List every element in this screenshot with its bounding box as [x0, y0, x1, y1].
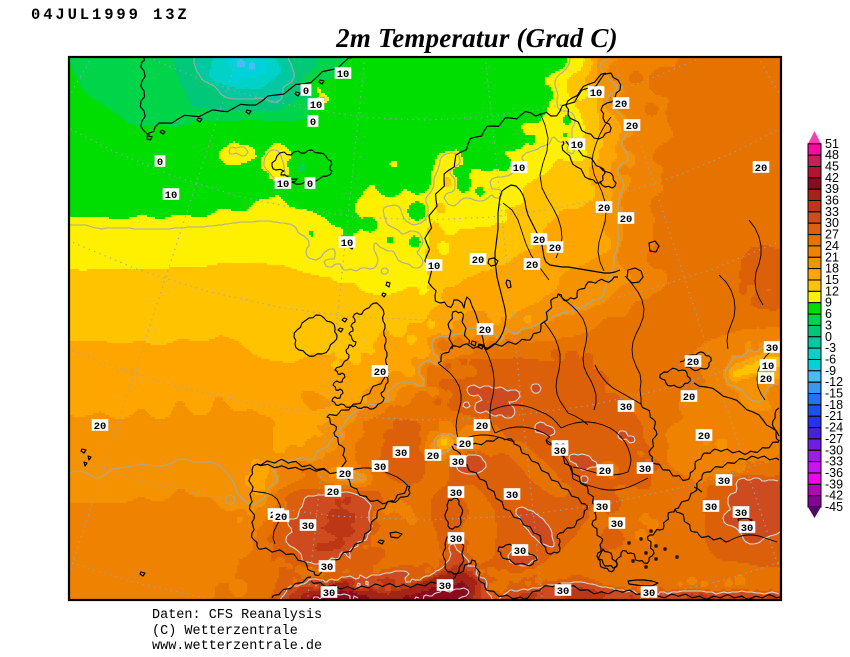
svg-text:0: 0: [303, 86, 309, 98]
svg-text:10: 10: [513, 163, 526, 175]
svg-text:30: 30: [506, 490, 519, 502]
svg-text:30: 30: [639, 464, 652, 476]
svg-text:0: 0: [157, 157, 163, 169]
svg-text:30: 30: [718, 476, 731, 488]
svg-text:36: 36: [825, 194, 839, 208]
svg-text:10: 10: [165, 190, 178, 202]
svg-text:24: 24: [825, 239, 839, 253]
svg-text:20: 20: [683, 392, 696, 404]
svg-text:3: 3: [825, 318, 832, 332]
svg-text:20: 20: [599, 466, 612, 478]
svg-text:30: 30: [741, 523, 754, 535]
svg-text:30: 30: [395, 448, 408, 460]
svg-text:30: 30: [554, 446, 567, 458]
svg-text:30: 30: [735, 508, 748, 520]
svg-text:-24: -24: [825, 421, 843, 435]
svg-text:48: 48: [825, 148, 839, 162]
svg-text:45: 45: [825, 160, 839, 174]
svg-text:20: 20: [755, 163, 768, 175]
svg-text:30: 30: [596, 502, 609, 514]
svg-text:33: 33: [825, 205, 839, 219]
svg-text:-9: -9: [825, 364, 836, 378]
svg-text:30: 30: [620, 402, 633, 414]
svg-text:18: 18: [825, 262, 839, 276]
svg-text:30: 30: [323, 588, 336, 600]
svg-text:30: 30: [321, 562, 334, 574]
svg-text:10: 10: [590, 88, 603, 100]
svg-text:10: 10: [341, 238, 354, 250]
svg-text:30: 30: [439, 581, 452, 593]
svg-text:51: 51: [825, 137, 839, 151]
svg-text:-45: -45: [825, 500, 843, 514]
svg-text:-36: -36: [825, 466, 843, 480]
svg-text:-12: -12: [825, 375, 843, 389]
svg-text:20: 20: [615, 99, 628, 111]
svg-text:-27: -27: [825, 432, 843, 446]
svg-text:10: 10: [571, 140, 584, 152]
svg-text:10: 10: [310, 100, 323, 112]
svg-text:20: 20: [339, 469, 352, 481]
svg-text:30: 30: [557, 586, 570, 598]
svg-text:21: 21: [825, 250, 839, 264]
svg-text:12: 12: [825, 284, 839, 298]
svg-text:30: 30: [611, 519, 624, 531]
svg-text:-6: -6: [825, 353, 836, 367]
svg-text:20: 20: [427, 451, 440, 463]
svg-text:30: 30: [450, 534, 463, 546]
svg-text:30: 30: [374, 462, 387, 474]
svg-text:42: 42: [825, 171, 839, 185]
svg-text:20: 20: [472, 255, 485, 267]
svg-text:30: 30: [705, 502, 718, 514]
svg-text:20: 20: [459, 439, 472, 451]
svg-text:-39: -39: [825, 477, 843, 491]
svg-text:30: 30: [452, 457, 465, 469]
svg-text:6: 6: [825, 307, 832, 321]
svg-text:2m Temperatur (Grad C): 2m Temperatur (Grad C): [335, 23, 618, 53]
svg-text:20: 20: [760, 374, 773, 386]
svg-text:20: 20: [94, 421, 107, 433]
svg-text:30: 30: [450, 488, 463, 500]
svg-text:10: 10: [762, 361, 775, 373]
svg-text:-15: -15: [825, 387, 843, 401]
svg-text:10: 10: [337, 69, 350, 81]
svg-text:30: 30: [766, 343, 779, 355]
svg-text:20: 20: [479, 325, 492, 337]
svg-text:0: 0: [310, 117, 316, 129]
svg-text:30: 30: [825, 216, 839, 230]
svg-text:20: 20: [620, 214, 633, 226]
svg-text:-21: -21: [825, 409, 843, 423]
svg-text:-30: -30: [825, 443, 843, 457]
svg-text:27: 27: [825, 228, 839, 242]
svg-text:www.wetterzentrale.de: www.wetterzentrale.de: [152, 639, 322, 654]
svg-text:30: 30: [643, 588, 656, 600]
svg-text:10: 10: [277, 179, 290, 191]
svg-text:-3: -3: [825, 341, 836, 355]
svg-text:(C) Wetterzentrale: (C) Wetterzentrale: [152, 624, 298, 639]
svg-text:30: 30: [302, 521, 315, 533]
svg-text:Daten: CFS Reanalysis: Daten: CFS Reanalysis: [152, 608, 322, 623]
svg-text:9: 9: [825, 296, 832, 310]
svg-text:20: 20: [526, 260, 539, 272]
svg-text:-33: -33: [825, 455, 843, 469]
svg-text:04JUL1999 13Z: 04JUL1999 13Z: [31, 6, 190, 24]
svg-text:20: 20: [374, 367, 387, 379]
svg-text:20: 20: [698, 431, 711, 443]
svg-text:20: 20: [275, 512, 288, 524]
svg-text:15: 15: [825, 273, 839, 287]
svg-text:10: 10: [428, 261, 441, 273]
svg-text:20: 20: [687, 357, 700, 369]
svg-text:20: 20: [598, 203, 611, 215]
svg-text:-42: -42: [825, 489, 843, 503]
svg-text:0: 0: [825, 330, 832, 344]
svg-text:20: 20: [476, 421, 489, 433]
svg-text:0: 0: [307, 179, 313, 191]
svg-text:20: 20: [327, 487, 340, 499]
svg-text:30: 30: [514, 546, 527, 558]
svg-text:20: 20: [549, 243, 562, 255]
svg-text:20: 20: [626, 121, 639, 133]
svg-text:39: 39: [825, 182, 839, 196]
svg-text:20: 20: [533, 235, 546, 247]
svg-text:-18: -18: [825, 398, 843, 412]
